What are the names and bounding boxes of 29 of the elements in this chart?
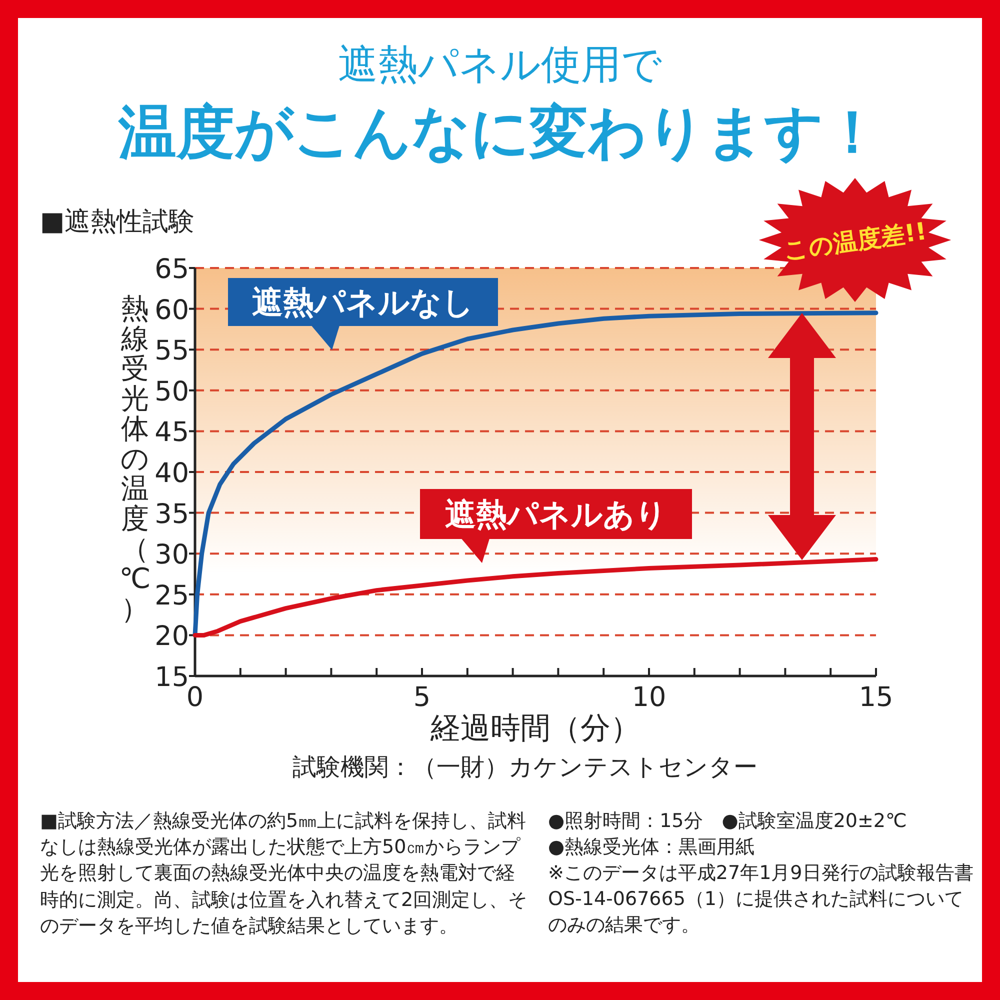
y-tick-label: 40 [154, 458, 189, 489]
text: この温度差!! [782, 217, 928, 265]
y-tick-label: 45 [154, 417, 189, 448]
x-tick-label: 15 [858, 682, 894, 713]
chart-title: 遮熱パネル使用で [338, 42, 662, 88]
x-tick-label: 10 [632, 682, 666, 713]
text: 熱線受光体の温度（℃） [119, 292, 151, 625]
x-axis-title: 経過時間（分） [430, 711, 640, 746]
y-tick-label: 55 [154, 336, 189, 367]
line-series [192, 557, 878, 638]
x-tick-label: 0 [186, 682, 204, 713]
text: ●熱線受光体：黒画用紙 [548, 835, 756, 860]
series-label: 遮熱パネルあり [445, 497, 667, 533]
chart-subtitle: 温度がこんなに変わります！ [118, 98, 882, 166]
text: ※このデータは平成27年1月9日発行の試験報告書OS-14-067665（1）に提供された試料についてのみの結果です。 [548, 861, 974, 938]
text: 試験機関：（一財）カケンテストセンター [292, 753, 758, 781]
y-tick-label: 20 [154, 621, 189, 652]
y-tick-label: 35 [154, 498, 189, 530]
y-tick-label: 30 [154, 540, 189, 571]
y-tick-label: 50 [154, 376, 189, 408]
y-tick-label: 25 [154, 580, 189, 612]
y-tick-label: 60 [154, 294, 189, 326]
text: ■試験方法／熱線受光体の約5㎜上に試料を保持し、試料なしは熱線受光体が露出した状態で上方50㎝からランプ光を照射して裏面の熱線受光体中央の温度を熱電対で経時的に測定。尚、試験は位置を入れ替えて2回測定し、そのデータを平均した値を試験結果としています。 [40, 809, 528, 939]
y-tick-label: 65 [154, 254, 189, 285]
text: ■遮熱性試験 [40, 207, 195, 237]
y-tick-label: 15 [154, 662, 189, 693]
x-tick-label: 5 [413, 682, 431, 713]
series-label: 遮熱パネルなし [252, 285, 474, 321]
text: ●照射時間：15分 ●試験室温度20±2℃ [548, 809, 908, 834]
